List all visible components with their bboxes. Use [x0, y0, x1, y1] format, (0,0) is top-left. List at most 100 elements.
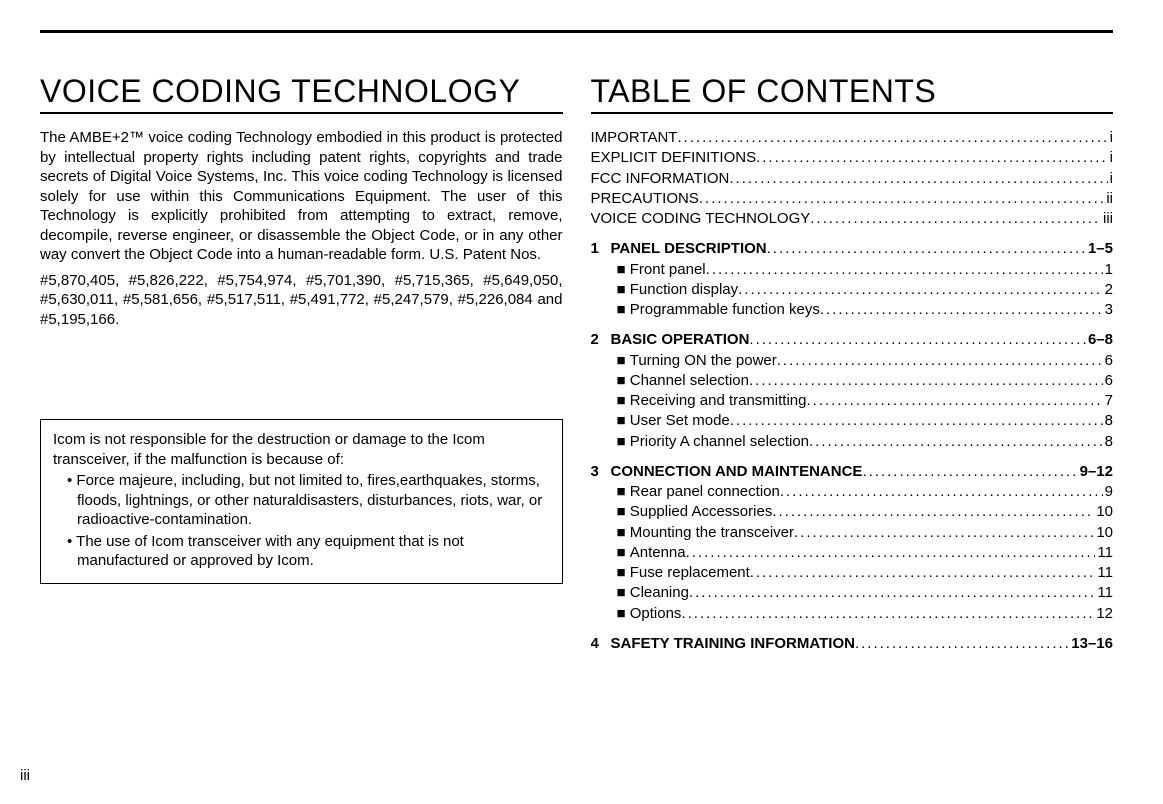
toc-dots: ........................................… [686, 543, 1096, 563]
toc-sub-page: 3 [1103, 300, 1113, 320]
toc-sub-page: 10 [1094, 502, 1113, 522]
toc-chapter-page: 1–5 [1086, 239, 1113, 259]
toc-sub-label: ■ Supplied Accessories [617, 502, 773, 522]
toc-dots: ........................................… [749, 330, 1086, 350]
toc-sub-page: 2 [1103, 280, 1113, 300]
toc-sub-label: ■ Programmable function keys [617, 300, 820, 320]
toc-sub-page: 6 [1103, 351, 1113, 371]
toc-dots: ........................................… [689, 583, 1095, 603]
toc-chapter-head: 2BASIC OPERATION........................… [591, 330, 1114, 350]
toc-dots: ........................................… [809, 432, 1103, 452]
toc-line: PRECAUTIONS.............................… [591, 189, 1114, 209]
toc-chapter-head: 4SAFETY TRAINING INFORMATION............… [591, 634, 1114, 654]
toc-sub-line: ■ Function display......................… [591, 280, 1114, 300]
toc-sub-label: ■ Channel selection [617, 371, 749, 391]
toc-dots: ........................................… [750, 563, 1096, 583]
voice-coding-title: VOICE CODING TECHNOLOGY [40, 73, 563, 114]
toc-dots: ........................................… [738, 280, 1103, 300]
toc-label: VOICE CODING TECHNOLOGY [591, 209, 811, 229]
toc-page: i [1108, 169, 1113, 189]
toc-dots: ........................................… [794, 523, 1094, 543]
toc-sub-page: 9 [1103, 482, 1113, 502]
toc-label: IMPORTANT [591, 128, 678, 148]
toc-sub-line: ■ Priority A channel selection..........… [591, 432, 1114, 452]
toc-dots: ........................................… [730, 411, 1103, 431]
disclaimer-item: The use of Icom transceiver with any equ… [67, 532, 550, 571]
disclaimer-item: Force majeure, including, but not limite… [67, 471, 550, 530]
toc-sub-page: 11 [1095, 583, 1113, 603]
toc-chapter-label: 4SAFETY TRAINING INFORMATION [591, 634, 855, 654]
toc-page: ii [1104, 189, 1113, 209]
toc-dots: ........................................… [862, 462, 1077, 482]
toc-label: PRECAUTIONS [591, 189, 699, 209]
toc-sub-page: 8 [1103, 411, 1113, 431]
toc-sub-line: ■ Front panel...........................… [591, 260, 1114, 280]
toc-sub-line: ■ User Set mode.........................… [591, 411, 1114, 431]
toc-label: FCC INFORMATION [591, 169, 730, 189]
toc-dots: ........................................… [810, 209, 1101, 229]
columns: VOICE CODING TECHNOLOGY The AMBE+2™ voic… [40, 73, 1113, 654]
toc-dots: ........................................… [777, 351, 1103, 371]
toc-sub-line: ■ Receiving and transmitting............… [591, 391, 1114, 411]
toc-dots: ........................................… [820, 300, 1103, 320]
toc-sub-label: ■ User Set mode [617, 411, 730, 431]
toc-title: TABLE OF CONTENTS [591, 73, 1114, 114]
toc-page: i [1108, 128, 1113, 148]
toc-dots: ........................................… [706, 260, 1103, 280]
toc-chapter: 4SAFETY TRAINING INFORMATION............… [591, 634, 1114, 654]
page-number: iii [20, 767, 30, 784]
toc-sub-label: ■ Rear panel connection [617, 482, 780, 502]
toc-sub-line: ■ Supplied Accessories..................… [591, 502, 1114, 522]
toc-sub-page: 11 [1095, 543, 1113, 563]
disclaimer-list: Force majeure, including, but not limite… [53, 471, 550, 571]
top-rule [40, 30, 1113, 33]
toc-sub-line: ■ Cleaning..............................… [591, 583, 1114, 603]
toc-dots: ........................................… [749, 371, 1103, 391]
toc-sub-label: ■ Fuse replacement [617, 563, 750, 583]
toc-sub-page: 1 [1103, 260, 1113, 280]
toc-chapter-label: 2BASIC OPERATION [591, 330, 750, 350]
toc-line: EXPLICIT DEFINITIONS....................… [591, 148, 1114, 168]
toc-sub-line: ■ Mounting the transceiver..............… [591, 523, 1114, 543]
page: VOICE CODING TECHNOLOGY The AMBE+2™ voic… [0, 0, 1163, 804]
toc-chapter-page: 13–16 [1069, 634, 1113, 654]
toc-sub-line: ■ Channel selection.....................… [591, 371, 1114, 391]
toc-chapter-page: 9–12 [1078, 462, 1113, 482]
toc-dots: ........................................… [772, 502, 1094, 522]
toc-sub-page: 7 [1103, 391, 1113, 411]
disclaimer-box: Icom is not responsible for the destruct… [40, 419, 563, 584]
toc-dots: ........................................… [677, 128, 1107, 148]
toc-sub-page: 8 [1103, 432, 1113, 452]
toc-dots: ........................................… [767, 239, 1086, 259]
toc-page: iii [1101, 209, 1113, 229]
toc-sub-page: 12 [1094, 604, 1113, 624]
toc-sub-label: ■ Cleaning [617, 583, 689, 603]
toc-sub-label: ■ Function display [617, 280, 739, 300]
toc-dots: ........................................… [807, 391, 1103, 411]
toc-line: VOICE CODING TECHNOLOGY.................… [591, 209, 1114, 229]
toc-dots: ........................................… [855, 634, 1069, 654]
toc-line: FCC INFORMATION.........................… [591, 169, 1114, 189]
disclaimer-intro: Icom is not responsible for the destruct… [53, 430, 550, 469]
voice-coding-paragraph-2: #5,870,405, #5,826,222, #5,754,974, #5,7… [40, 271, 563, 330]
toc-line: IMPORTANT...............................… [591, 128, 1114, 148]
toc-chapter-label: 1PANEL DESCRIPTION [591, 239, 767, 259]
toc-dots: ........................................… [699, 189, 1104, 209]
toc-chapter-page: 6–8 [1086, 330, 1113, 350]
toc-chapter-label: 3CONNECTION AND MAINTENANCE [591, 462, 863, 482]
toc-chapter-head: 1PANEL DESCRIPTION......................… [591, 239, 1114, 259]
toc-sub-label: ■ Front panel [617, 260, 706, 280]
toc-sub-page: 10 [1094, 523, 1113, 543]
voice-coding-paragraph-1: The AMBE+2™ voice coding Technology embo… [40, 128, 563, 265]
toc-sub-line: ■ Rear panel connection.................… [591, 482, 1114, 502]
toc-sub-label: ■ Mounting the transceiver [617, 523, 795, 543]
toc-dots: ........................................… [756, 148, 1108, 168]
toc-dots: ........................................… [681, 604, 1094, 624]
toc-chapters: 1PANEL DESCRIPTION......................… [591, 239, 1114, 654]
toc-sub-label: ■ Antenna [617, 543, 686, 563]
toc-sub-line: ■ Fuse replacement......................… [591, 563, 1114, 583]
toc-page: i [1108, 148, 1113, 168]
toc-sub-label: ■ Priority A channel selection [617, 432, 810, 452]
toc-sub-line: ■ Turning ON the power..................… [591, 351, 1114, 371]
toc-sub-page: 6 [1103, 371, 1113, 391]
